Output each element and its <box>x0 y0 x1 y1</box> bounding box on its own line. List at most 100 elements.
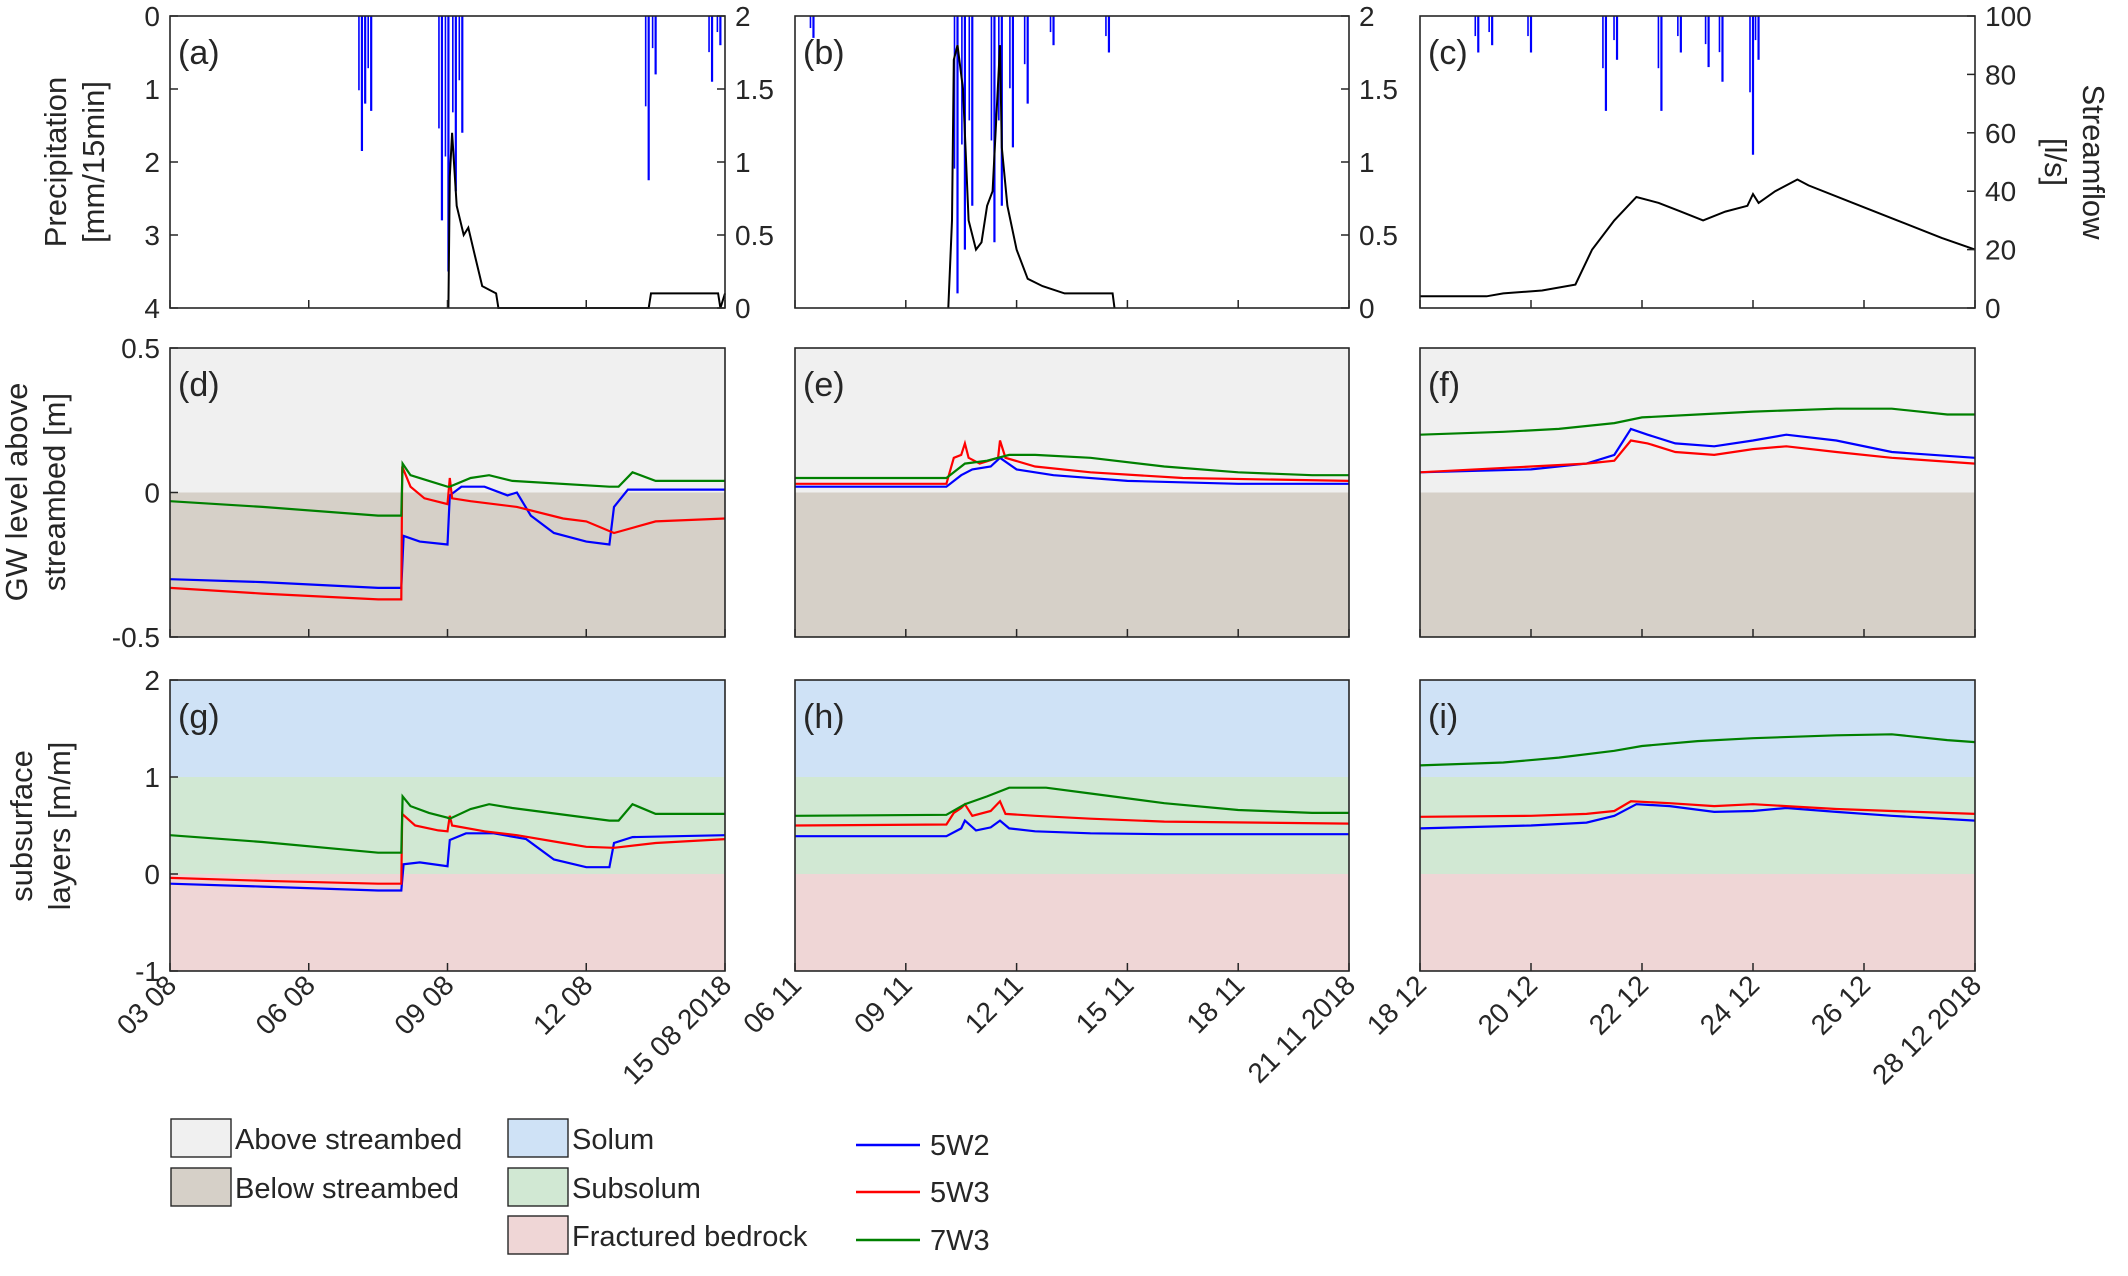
x-tick-label: 18 11 <box>1180 969 1250 1039</box>
x-tick-label: 18 12 <box>1361 969 1432 1040</box>
panel-c <box>1419 15 1976 309</box>
x-tick-label: 24 12 <box>1694 969 1765 1040</box>
panel-a <box>169 15 726 309</box>
panel-f <box>1419 347 1976 638</box>
x-tick-label: 06 08 <box>250 969 321 1040</box>
y-tick-label-right: 0 <box>1359 293 1375 324</box>
series-line-7W3 <box>1419 407 1975 436</box>
y-tick-label-left: 2 <box>144 147 160 178</box>
legend-swatch-solum <box>507 1118 569 1158</box>
legend-label: Subsolum <box>572 1173 701 1205</box>
gw-layers-axis-label: subsurface <box>4 750 39 902</box>
y-tick-label-right: 0 <box>735 293 751 324</box>
series-line-5W3 <box>169 811 726 885</box>
x-tick-label: 06 11 <box>737 969 807 1039</box>
panel-b <box>794 15 1350 309</box>
y-tick-label-right: 0 <box>1985 293 2001 324</box>
y-tick-label-right: 2 <box>735 1 751 32</box>
x-tick-label: 15 11 <box>1070 969 1140 1039</box>
y-tick-label: 0 <box>144 478 160 509</box>
legend-label: 5W3 <box>930 1177 990 1209</box>
series-line-5W3 <box>169 466 726 601</box>
zone-solum <box>170 680 725 777</box>
y-tick-label-right: 0.5 <box>735 220 774 251</box>
streamflow-line <box>1420 178 1976 298</box>
panel-label: (g) <box>178 698 220 736</box>
x-tick-label: 26 12 <box>1805 969 1876 1040</box>
streamflow-axis-label: [l/s] <box>2038 138 2073 186</box>
legend-label: Solum <box>572 1124 654 1156</box>
y-tick-label: 0.5 <box>121 333 160 364</box>
plot-frame <box>1419 15 1976 309</box>
plot-frame <box>1419 679 1976 972</box>
y-tick-label-right: 100 <box>1985 1 2032 32</box>
panel-h <box>794 300 1350 972</box>
series-line-5W3 <box>1419 439 1976 474</box>
y-tick-label-right: 20 <box>1985 235 2016 266</box>
series-line-5W2 <box>795 818 1349 838</box>
x-tick-label: 20 12 <box>1472 969 1543 1040</box>
series-line-5W2 <box>169 832 726 892</box>
plot-frame <box>794 347 1350 638</box>
panel-label: (b) <box>803 34 845 72</box>
precip-axis-label: Precipitation <box>38 77 73 248</box>
x-tick-label: 09 11 <box>848 969 918 1039</box>
legend-swatch-fractured-bedrock <box>507 1215 569 1255</box>
panel-e <box>794 347 1350 638</box>
y-tick-label: 0 <box>144 859 160 890</box>
series-line-7W3 <box>169 460 725 517</box>
plot-frame <box>794 15 1350 309</box>
y-tick-label-right: 1.5 <box>735 74 774 105</box>
panel-label: (h) <box>803 698 845 736</box>
y-tick-label-right: 1.5 <box>1359 74 1398 105</box>
gw-streambed-axis-label: GW level above <box>0 383 34 602</box>
y-tick-label-right: 2 <box>1359 1 1375 32</box>
x-tick-label: 22 12 <box>1583 969 1654 1040</box>
panel-label: (d) <box>178 366 220 404</box>
gw-layers-axis-label: layers [m/m] <box>42 742 77 911</box>
legend-label: Above streambed <box>235 1124 462 1156</box>
series-line-5W2 <box>1419 803 1976 830</box>
legend-label: 7W3 <box>930 1225 990 1257</box>
legend-swatch-above-streambed <box>170 1118 232 1158</box>
panel-label: (c) <box>1428 34 1468 72</box>
zone-above-streambed <box>170 348 725 493</box>
plot-frame <box>794 679 1350 972</box>
y-tick-label-left: 3 <box>144 220 160 251</box>
series-line-7W3 <box>1419 733 1976 767</box>
x-tick-label: 09 08 <box>388 969 459 1040</box>
x-tick-label: 12 08 <box>527 969 598 1040</box>
zone-below-streambed <box>1420 492 1975 637</box>
y-tick-label-right: 40 <box>1985 176 2016 207</box>
gw-layers-axis-label: GW level in <box>0 747 1 905</box>
series-line-5W3 <box>1419 800 1976 818</box>
series-line-5W3 <box>794 799 1350 827</box>
zone-fractured-bedrock <box>170 874 725 971</box>
streamflow-axis-label: Streamflow <box>2076 84 2111 240</box>
series-line-7W3 <box>794 786 1349 817</box>
y-tick-label-right: 60 <box>1985 118 2016 149</box>
y-tick-label-left: 4 <box>144 293 160 324</box>
y-tick-label: -0.5 <box>112 622 160 653</box>
precip-axis-label: [mm/15min] <box>76 81 111 243</box>
zone-solum <box>795 680 1349 777</box>
x-tick-label: 12 11 <box>959 969 1029 1039</box>
panel-d <box>169 347 726 638</box>
gw-streambed-axis-label: streambed [m] <box>37 393 72 591</box>
plot-frame <box>1419 347 1976 638</box>
panel-label: (f) <box>1428 366 1460 404</box>
legend-swatch-below-streambed <box>170 1167 232 1207</box>
panel-i <box>1419 300 1976 972</box>
zone-fractured-bedrock <box>1420 874 1975 971</box>
y-tick-label-left: 0 <box>144 1 160 32</box>
zone-below-streambed <box>170 492 725 637</box>
x-tick-label: 28 12 2018 <box>1866 969 1987 1090</box>
y-tick-label-right: 80 <box>1985 59 2016 90</box>
zone-below-streambed <box>795 492 1349 637</box>
series-line-7W3 <box>795 453 1349 480</box>
zone-above-streambed <box>795 348 1349 493</box>
legend-label: 5W2 <box>930 1130 990 1162</box>
x-tick-label: 15 08 2018 <box>616 969 737 1090</box>
streamflow-line <box>947 44 1116 309</box>
series-line-7W3 <box>169 793 725 854</box>
